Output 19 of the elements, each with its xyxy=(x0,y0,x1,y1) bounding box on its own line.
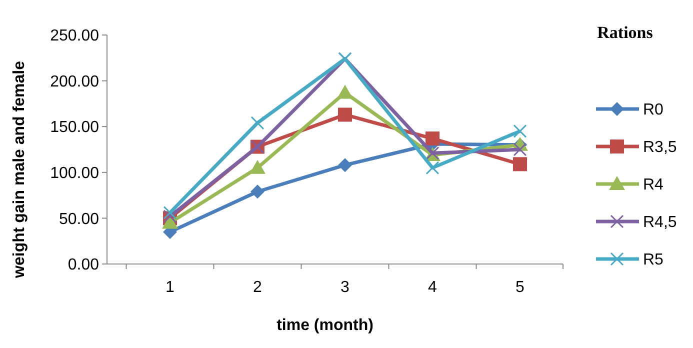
legend-label: R4,5 xyxy=(643,214,677,232)
legend-title: Rations xyxy=(597,23,654,42)
y-axis-title: weight gain male and female xyxy=(11,60,28,279)
x-tick-label: 1 xyxy=(166,279,175,296)
legend-label: R4 xyxy=(643,176,664,194)
y-tick-label: 200.00 xyxy=(50,73,100,90)
legend-label: R3,5 xyxy=(643,139,677,156)
y-tick-label: 250.00 xyxy=(50,28,100,45)
y-tick-label: 100.00 xyxy=(50,165,100,182)
x-tick-label: 4 xyxy=(428,279,438,296)
legend-label: R0 xyxy=(643,102,664,119)
y-tick-label: 0.00 xyxy=(68,256,100,274)
x-axis-title: time (month) xyxy=(276,317,374,334)
y-tick-label: 150.00 xyxy=(50,119,100,136)
x-tick-label: 2 xyxy=(253,279,262,296)
x-tick-label: 3 xyxy=(340,279,350,296)
y-tick-label: 50.00 xyxy=(58,210,100,228)
legend-label: R5 xyxy=(643,252,664,269)
x-tick-label: 5 xyxy=(516,279,525,296)
